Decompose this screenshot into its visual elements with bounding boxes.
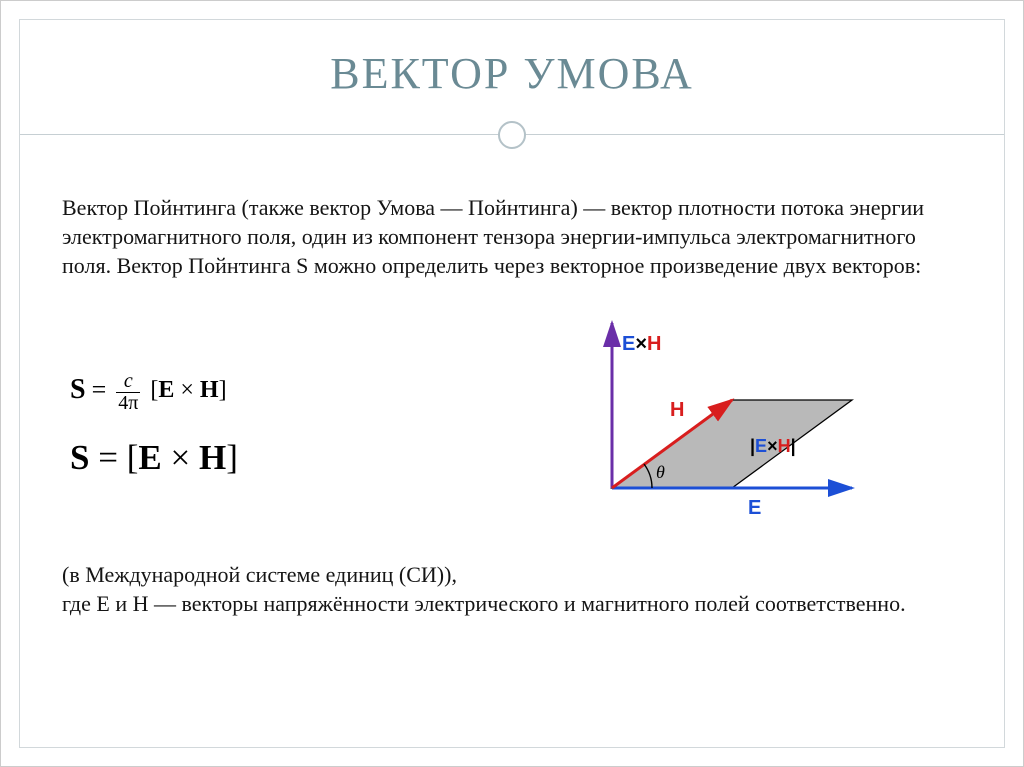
footnote-line1: (в Международной системе единиц (СИ)),: [62, 562, 457, 587]
vector-diagram: E×H H Eθ |E×H|: [462, 308, 962, 538]
formula-cgs: S = c 4π [E × H]: [70, 369, 422, 412]
formulas-block: S = c 4π [E × H] S = [E × H]: [62, 369, 422, 478]
formula-diagram-row: S = c 4π [E × H] S = [E × H] E×H H Eθ |E×H|: [62, 308, 962, 538]
content-area: Вектор Пойнтинга (также вектор Умова — П…: [20, 149, 1004, 618]
footnote-line2: где E и H — векторы напряжённости электр…: [62, 591, 906, 616]
formula1-numerator: c: [122, 371, 135, 392]
vector-svg: E×H H Eθ |E×H|: [542, 308, 882, 538]
formula-si: S = [E × H]: [70, 438, 422, 478]
divider-circle-icon: [498, 121, 526, 149]
intro-paragraph: Вектор Пойнтинга (также вектор Умова — П…: [62, 193, 962, 280]
svg-text:E: E: [748, 497, 761, 519]
formula1-bracket: [E × H]: [150, 377, 226, 404]
formula2-rest: = [E × H]: [89, 438, 237, 477]
title-divider: [20, 121, 1004, 149]
title-block: ВЕКТОР УМОВА: [20, 20, 1004, 149]
formula2-lhs: S: [70, 438, 89, 477]
svg-text:H: H: [670, 399, 684, 421]
footnote-paragraph: (в Международной системе единиц (СИ)), г…: [62, 560, 962, 618]
formula1-lhs: S: [70, 374, 86, 406]
slide-inner: ВЕКТОР УМОВА Вектор Пойнтинга (также век…: [19, 19, 1005, 748]
formula1-denominator: 4π: [116, 392, 140, 414]
svg-text:E×H: E×H: [622, 333, 661, 355]
svg-text:|E×H|: |E×H|: [750, 436, 796, 456]
formula1-eq: =: [92, 375, 107, 405]
formula1-fraction: c 4π: [116, 371, 140, 414]
page-title: ВЕКТОР УМОВА: [20, 48, 1004, 99]
slide-frame: ВЕКТОР УМОВА Вектор Пойнтинга (также век…: [0, 0, 1024, 767]
svg-text:θ: θ: [656, 462, 665, 482]
